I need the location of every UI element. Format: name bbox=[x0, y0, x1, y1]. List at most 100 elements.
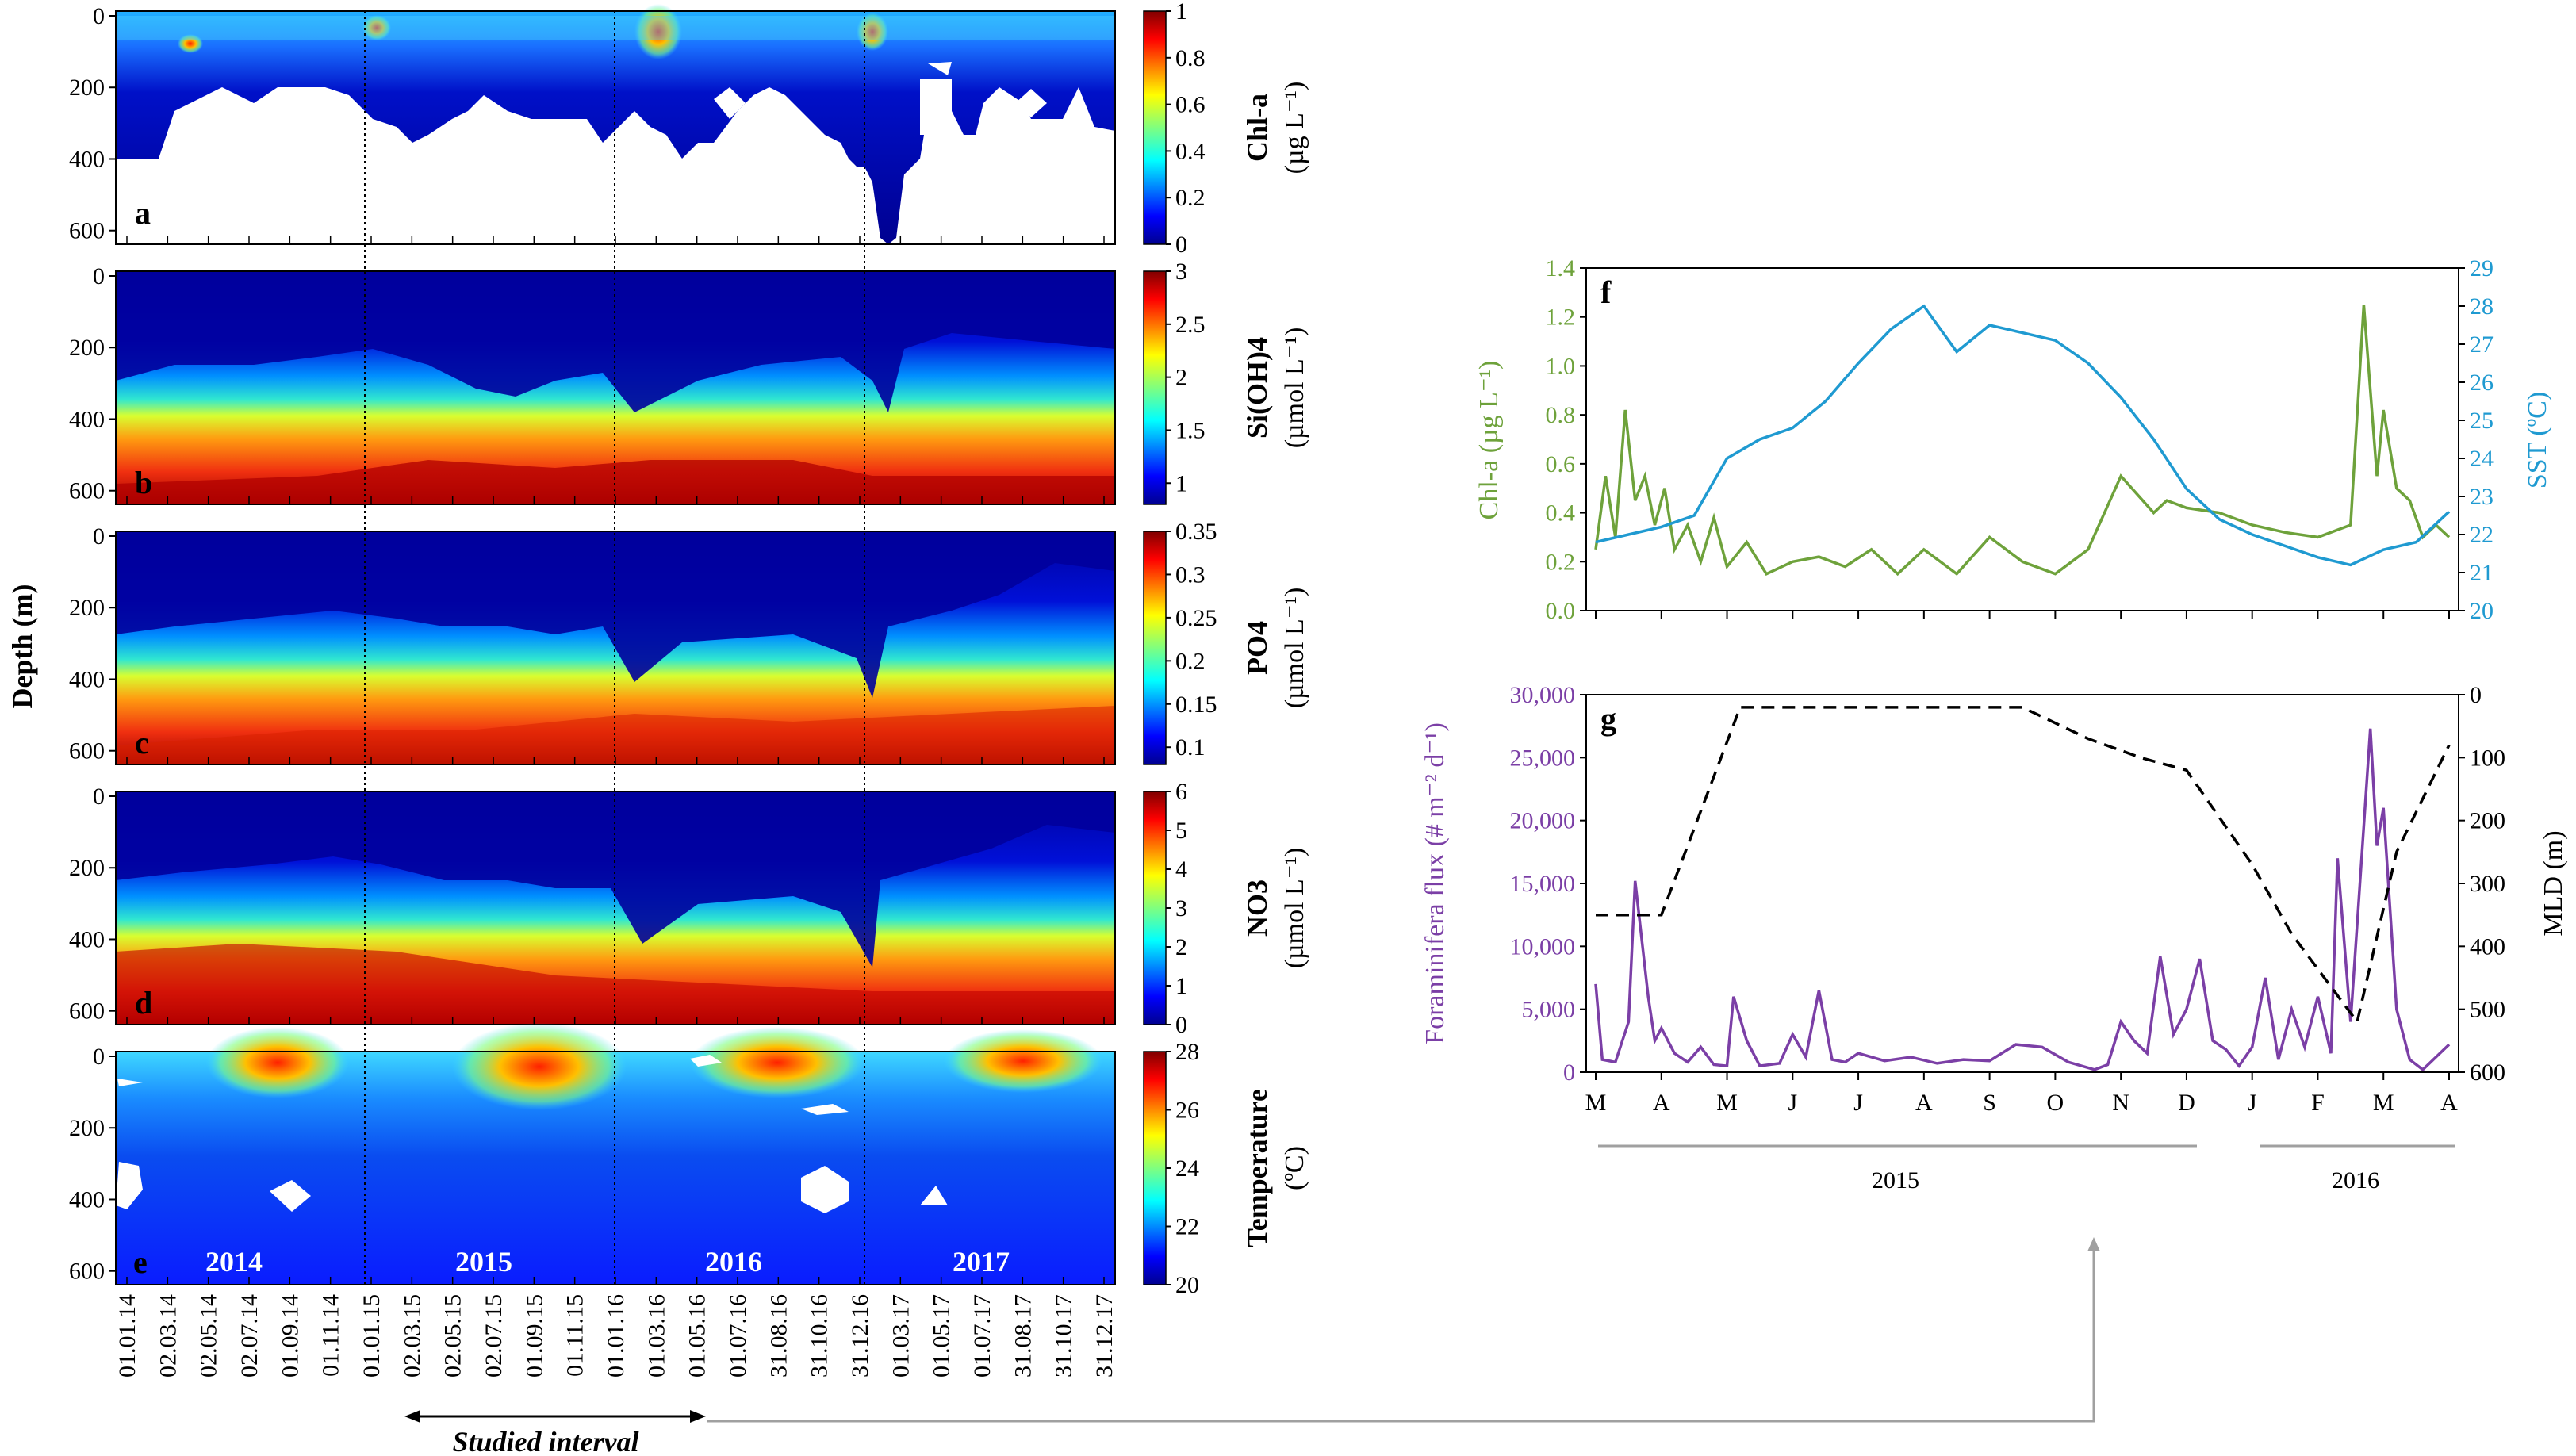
depth-axis-label: Depth (m) bbox=[6, 584, 38, 709]
panel-a-label: a bbox=[135, 195, 151, 231]
colorbar-tick-label: 24 bbox=[1175, 1155, 1199, 1182]
colorbar-unit-c: (µmol L⁻¹) bbox=[1280, 588, 1309, 709]
depth-ticks: 0 200 400 600 0 200 400 600 0 200 400 600 0 200 400 600… bbox=[69, 3, 116, 1285]
colorbar-tick-label: 0.15 bbox=[1175, 692, 1217, 718]
g-left-tick-label: 15,000 bbox=[1510, 871, 1576, 897]
colorbar-title-d: NO3 bbox=[1241, 879, 1273, 937]
panel-e: e 2014 2015 2016 2017 bbox=[115, 1023, 1116, 1285]
date-label: 01.01.14 bbox=[114, 1294, 140, 1377]
colorbar-tick-label: 1 bbox=[1175, 973, 1187, 999]
date-label: 31.12.17 bbox=[1091, 1294, 1117, 1377]
g-month-label: M bbox=[1716, 1090, 1738, 1116]
g-month-label: J bbox=[1853, 1090, 1863, 1116]
depth-tick-label: 200 bbox=[69, 1115, 105, 1141]
g-month-label: J bbox=[1788, 1090, 1797, 1116]
panel-e-label: e bbox=[133, 1244, 148, 1280]
g-right-tick-label: 0 bbox=[2470, 682, 2482, 708]
g-right-tick-label: 500 bbox=[2470, 997, 2505, 1023]
year-2015: 2015 bbox=[455, 1246, 512, 1278]
depth-tick-label: 0 bbox=[93, 263, 105, 289]
date-label: 01.11.14 bbox=[318, 1294, 344, 1377]
panel-g-frame bbox=[1585, 694, 2459, 1073]
colorbar-tick-label: 1 bbox=[1175, 0, 1187, 25]
g-month-label: A bbox=[2440, 1090, 2458, 1116]
colorbar-tick-label: 0 bbox=[1175, 1012, 1187, 1038]
date-label: 02.03.14 bbox=[155, 1294, 181, 1377]
depth-tick-label: 600 bbox=[69, 478, 105, 504]
g-month-label: A bbox=[1653, 1090, 1670, 1116]
g-month-label: N bbox=[2112, 1090, 2129, 1116]
colorbar-tick-label: 0 bbox=[1175, 232, 1187, 258]
g-month-label: D bbox=[2178, 1090, 2195, 1116]
temp-hole-3 bbox=[801, 1166, 849, 1213]
colorbar-c bbox=[1143, 531, 1167, 765]
g-right-tick-label: 300 bbox=[2470, 871, 2505, 897]
connector-line bbox=[707, 1241, 2095, 1423]
colorbar-tick-label: 0.2 bbox=[1175, 185, 1206, 211]
panel-f-right-ylabel: SST (ºC) bbox=[2523, 392, 2552, 489]
colorbar-tick-label: 26 bbox=[1175, 1098, 1199, 1124]
g-left-tick-label: 30,000 bbox=[1510, 682, 1576, 708]
colorbar-tick-label: 22 bbox=[1175, 1214, 1199, 1240]
panel-f: f Chl-a (µg L⁻¹) SST (ºC) 0.0 0.2 0.4 0.6 0.… bbox=[1474, 255, 2552, 624]
panel-g-left-ylabel: Foraminifera flux (# m⁻² d⁻¹) bbox=[1420, 722, 1450, 1044]
g-left-tick-label: 25,000 bbox=[1510, 745, 1576, 771]
colorbar-tick-label: 0.35 bbox=[1175, 519, 1217, 545]
date-label: 02.07.15 bbox=[481, 1294, 507, 1377]
date-label: 31.10.17 bbox=[1051, 1294, 1077, 1377]
connector-arrowhead bbox=[2087, 1237, 2100, 1251]
colorbar-title-e: Temperature bbox=[1241, 1089, 1273, 1247]
chl-hole-4 bbox=[920, 79, 952, 135]
depth-tick-label: 200 bbox=[69, 595, 105, 621]
f-right-tick-label: 21 bbox=[2470, 560, 2494, 586]
f-left-tick-label: 0.6 bbox=[1546, 451, 1576, 477]
colorbar-tick-label: 3 bbox=[1175, 895, 1187, 921]
g-month-label: M bbox=[2373, 1090, 2394, 1116]
panel-b-label: b bbox=[135, 465, 152, 500]
panel-f-label: f bbox=[1600, 274, 1612, 310]
colorbar-tick-label: 28 bbox=[1175, 1039, 1199, 1065]
temp-hole-1 bbox=[116, 1162, 143, 1209]
depth-tick-label: 200 bbox=[69, 855, 105, 881]
year-2016: 2016 bbox=[705, 1246, 762, 1278]
colorbar-tick-label: 0.4 bbox=[1175, 138, 1206, 164]
colorbar-unit-b: (µmol L⁻¹) bbox=[1280, 328, 1309, 449]
colorbar-a bbox=[1143, 10, 1167, 245]
f-right-tick-label: 24 bbox=[2470, 446, 2494, 472]
date-label: 01.11.15 bbox=[562, 1294, 588, 1377]
date-label: 01.09.15 bbox=[521, 1294, 547, 1377]
series-chl-a-line bbox=[1594, 305, 2451, 577]
temp-hole-5 bbox=[117, 1079, 143, 1086]
panel-d: d bbox=[115, 791, 1116, 1025]
date-label: 02.07.14 bbox=[236, 1294, 263, 1377]
colorbar-title-b: Si(OH)4 bbox=[1241, 337, 1273, 439]
colorbar-tick-label: 0.8 bbox=[1175, 45, 1206, 71]
f-right-tick-label: 28 bbox=[2470, 293, 2494, 320]
year-2017: 2017 bbox=[953, 1246, 1010, 1278]
g-left-tick-label: 0 bbox=[1563, 1059, 1575, 1086]
colorbar-tick-label: 1 bbox=[1175, 470, 1187, 496]
series-foraminifera-flux-line bbox=[1594, 728, 2451, 1072]
colorbar-b bbox=[1143, 270, 1167, 505]
studied-interval-label: Studied interval bbox=[452, 1426, 638, 1456]
depth-tick-label: 200 bbox=[69, 75, 105, 101]
panel-f-frame bbox=[1585, 267, 2459, 611]
f-right-tick-label: 25 bbox=[2470, 408, 2494, 434]
colorbar-d bbox=[1143, 791, 1167, 1025]
depth-tick-label: 0 bbox=[93, 523, 105, 550]
f-left-tick-label: 0.0 bbox=[1546, 598, 1576, 624]
date-label: 01.01.15 bbox=[358, 1294, 385, 1377]
depth-tick-label: 400 bbox=[69, 146, 105, 172]
temp-hole-7 bbox=[801, 1104, 849, 1115]
f-right-tick-label: 20 bbox=[2470, 598, 2494, 624]
chl-bloom-2 bbox=[634, 4, 682, 59]
colorbar-title-c: PO4 bbox=[1241, 621, 1273, 675]
temp-hole-2 bbox=[270, 1180, 311, 1212]
depth-tick-label: 0 bbox=[93, 3, 105, 29]
colorbar-tick-label: 2 bbox=[1175, 934, 1187, 960]
colorbar-tick-label: 0.25 bbox=[1175, 605, 1217, 631]
panel-g-label: g bbox=[1600, 701, 1616, 737]
temp-warm-2017 bbox=[944, 1029, 1102, 1093]
g-month-label: A bbox=[1915, 1090, 1933, 1116]
depth-tick-label: 600 bbox=[69, 738, 105, 764]
